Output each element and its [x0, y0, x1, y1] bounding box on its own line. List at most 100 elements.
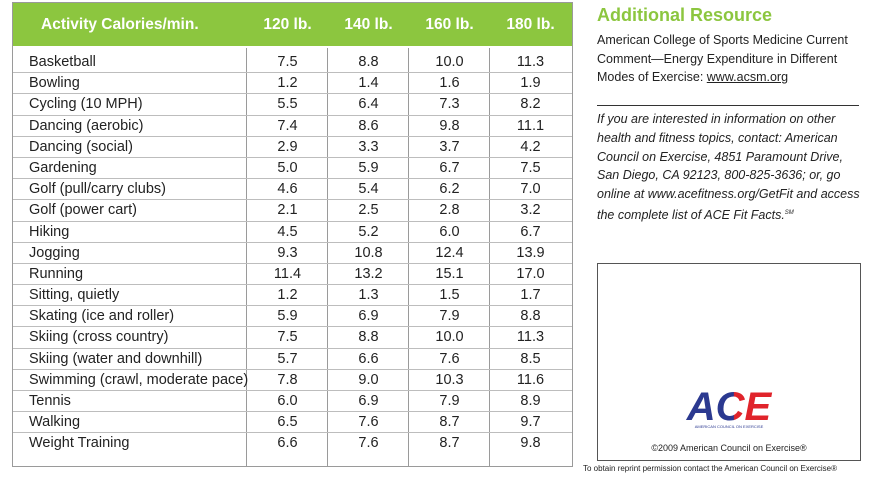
resource-description: American College of Sports Medicine Curr… [597, 33, 848, 84]
activity-cell: Skiing (water and downhill) [29, 350, 203, 367]
value-180-cell: 11.1 [516, 117, 545, 134]
table-row: Skiing (water and downhill) 5.7 6.6 7.6 8.5 [13, 349, 572, 370]
value-120-cell: 6.0 [277, 393, 298, 409]
table-row: Skating (ice and roller) 5.9 6.9 7.9 8.8 [13, 306, 572, 328]
header-120: 120 lb. [263, 15, 312, 33]
table-row: Dancing (aerobic) 7.4 8.6 9.8 11.1 [13, 116, 572, 137]
value-140-cell: 7.6 [358, 414, 379, 431]
value-140-cell: 5.2 [358, 223, 379, 240]
activity-cell: Cycling (10 MPH) [29, 96, 143, 113]
value-120-cell: 9.3 [277, 244, 298, 261]
value-140-cell: 5.9 [358, 159, 379, 176]
table-row: Tennis 6.0 6.9 7.9 8.9 [13, 391, 572, 413]
value-120-cell: 7.5 [277, 329, 298, 346]
value-160-cell: 6.2 [439, 181, 460, 198]
activity-cell: Running [29, 265, 84, 282]
header-140: 140 lb. [344, 15, 393, 33]
value-180-cell: 11.3 [516, 54, 545, 70]
value-140-cell: 6.6 [358, 350, 379, 367]
calories-table: Activity Calories/min. 120 lb. 140 lb. 1… [12, 2, 573, 467]
value-160-cell: 1.6 [439, 75, 460, 92]
activity-cell: Jogging [29, 244, 80, 261]
value-140-cell: 1.4 [358, 75, 379, 92]
value-140-cell: 6.9 [358, 308, 379, 325]
divider [597, 105, 859, 106]
table-row: Hiking 4.5 5.2 6.0 6.7 [13, 222, 572, 243]
value-180-cell: 17.0 [516, 265, 545, 282]
value-160-cell: 10.3 [435, 371, 464, 388]
value-120-cell: 7.8 [277, 371, 298, 388]
value-140-cell: 2.5 [358, 202, 379, 219]
table-row: Running 11.4 13.2 15.1 17.0 [13, 264, 572, 286]
activity-cell: Weight Training [29, 435, 130, 452]
copyright: ©2009 American Council on Exercise® [651, 443, 807, 453]
value-120-cell: 2.1 [277, 202, 298, 219]
value-140-cell: 10.8 [354, 244, 383, 261]
table-body: Basketball 7.5 8.8 10.0 11.3 Bowling 1.2 1.4 1.6… [13, 52, 572, 455]
value-160-cell: 7.9 [439, 393, 460, 409]
activity-cell: Bowling [29, 75, 80, 92]
value-140-cell: 7.6 [358, 435, 379, 452]
value-160-cell: 7.6 [439, 350, 460, 367]
value-160-cell: 3.7 [439, 138, 460, 155]
activity-cell: Basketball [29, 54, 96, 70]
value-180-cell: 8.5 [520, 350, 541, 367]
column-divider [246, 48, 247, 466]
value-180-cell: 8.9 [520, 393, 541, 409]
value-160-cell: 8.7 [439, 414, 460, 431]
resource-text: American College of Sports Medicine Curr… [597, 31, 867, 87]
table-row: Cycling (10 MPH) 5.5 6.4 7.3 8.2 [13, 94, 572, 116]
value-160-cell: 8.7 [439, 435, 460, 452]
table-row: Swimming (crawl, moderate pace) 7.8 9.0 10.… [13, 370, 572, 391]
activity-cell: Golf (power cart) [29, 202, 137, 219]
value-180-cell: 1.9 [520, 75, 541, 92]
table-row: Gardening 5.0 5.9 6.7 7.5 [13, 158, 572, 180]
value-140-cell: 8.6 [358, 117, 379, 134]
activity-cell: Skiing (cross country) [29, 329, 169, 346]
table-row: Skiing (cross country) 7.5 8.8 10.0 11.3 [13, 327, 572, 349]
activity-cell: Walking [29, 414, 81, 431]
activity-cell: Hiking [29, 223, 70, 240]
value-160-cell: 6.0 [439, 223, 460, 240]
value-160-cell: 15.1 [435, 265, 464, 282]
value-120-cell: 1.2 [277, 75, 298, 92]
value-120-cell: 1.2 [277, 287, 298, 304]
value-180-cell: 4.2 [520, 138, 541, 155]
table-row: Jogging 9.3 10.8 12.4 13.9 [13, 243, 572, 264]
value-120-cell: 7.5 [277, 54, 298, 70]
value-140-cell: 6.9 [358, 393, 379, 409]
value-120-cell: 7.4 [277, 117, 298, 134]
header-activity: Activity Calories/min. [41, 15, 199, 33]
value-120-cell: 5.7 [277, 350, 298, 367]
header-160: 160 lb. [425, 15, 474, 33]
column-divider [408, 48, 409, 466]
ace-logo-text: ACE [686, 386, 773, 429]
table-header: Activity Calories/min. 120 lb. 140 lb. 1… [13, 3, 572, 46]
value-180-cell: 7.5 [520, 159, 541, 176]
table-row: Golf (pull/carry clubs) 4.6 5.4 6.2 7.0 [13, 179, 572, 201]
value-120-cell: 5.9 [277, 308, 298, 325]
value-120-cell: 4.6 [277, 181, 298, 198]
activity-cell: Swimming (crawl, moderate pace) [29, 371, 249, 388]
value-140-cell: 6.4 [358, 96, 379, 113]
value-120-cell: 6.6 [277, 435, 298, 452]
activity-cell: Gardening [29, 159, 97, 176]
reprint-notice: To obtain reprint permission contact the… [583, 464, 838, 473]
table-row: Weight Training 6.6 7.6 8.7 9.8 [13, 433, 572, 454]
acsm-link[interactable]: www.acsm.org [706, 70, 789, 84]
value-140-cell: 8.8 [358, 329, 379, 346]
value-180-cell: 7.0 [520, 181, 541, 198]
resource-title: Additional Resource [597, 5, 773, 25]
value-120-cell: 5.0 [277, 159, 298, 176]
value-160-cell: 6.7 [439, 159, 460, 176]
header-180: 180 lb. [506, 15, 555, 33]
value-140-cell: 13.2 [354, 265, 383, 282]
logo-box: ACE AMERICAN COUNCIL ON EXERCISE ©2009 A… [597, 263, 861, 461]
table-row: Golf (power cart) 2.1 2.5 2.8 3.2 [13, 200, 572, 222]
ace-logo-tagline: AMERICAN COUNCIL ON EXERCISE [695, 424, 764, 429]
value-140-cell: 3.3 [358, 138, 379, 155]
value-160-cell: 1.5 [439, 287, 460, 304]
value-160-cell: 12.4 [435, 244, 464, 261]
contact-info-text: If you are interested in information on … [597, 112, 860, 223]
value-120-cell: 11.4 [273, 265, 302, 282]
